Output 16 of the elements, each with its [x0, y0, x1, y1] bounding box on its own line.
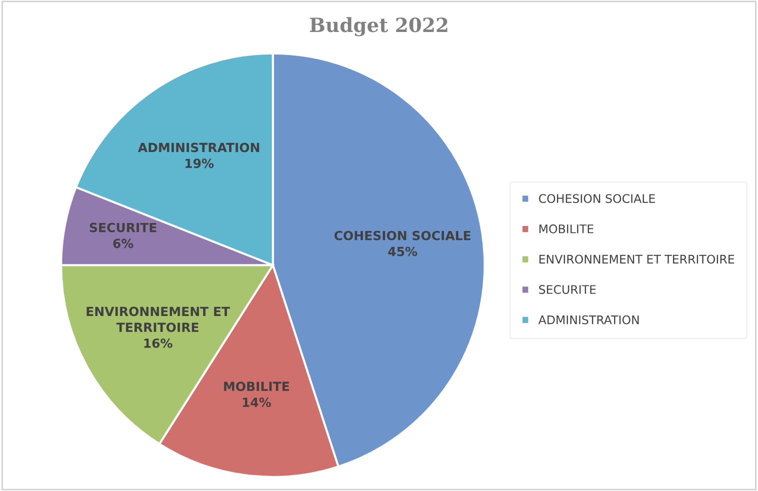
- slice-label: SECURITE: [90, 222, 156, 232]
- legend-label: ADMINISTRATION: [538, 315, 639, 324]
- data-label: 19%: [186, 158, 214, 168]
- chart-title: Budget 2022: [310, 17, 448, 36]
- data-label: 14%: [242, 398, 271, 407]
- legend-label: MOBILITE: [539, 224, 594, 234]
- slice-label: COHESION SOCIALE: [334, 230, 470, 240]
- data-label: 16%: [144, 338, 172, 348]
- slice-label: ENVIRONNEMENT ET TERRITOIRE: [86, 306, 230, 332]
- data-label: 6%: [113, 238, 134, 248]
- legend-label: ENVIRONNEMENT ET TERRITOIRE: [539, 254, 734, 264]
- legend-label: COHESION SOCIALE: [538, 194, 655, 204]
- data-label: 45%: [388, 246, 418, 256]
- legend-label: SECURITE: [539, 285, 596, 294]
- slice-label: MOBILITE: [224, 382, 289, 392]
- slice-label: ADMINISTRATION: [138, 142, 260, 152]
